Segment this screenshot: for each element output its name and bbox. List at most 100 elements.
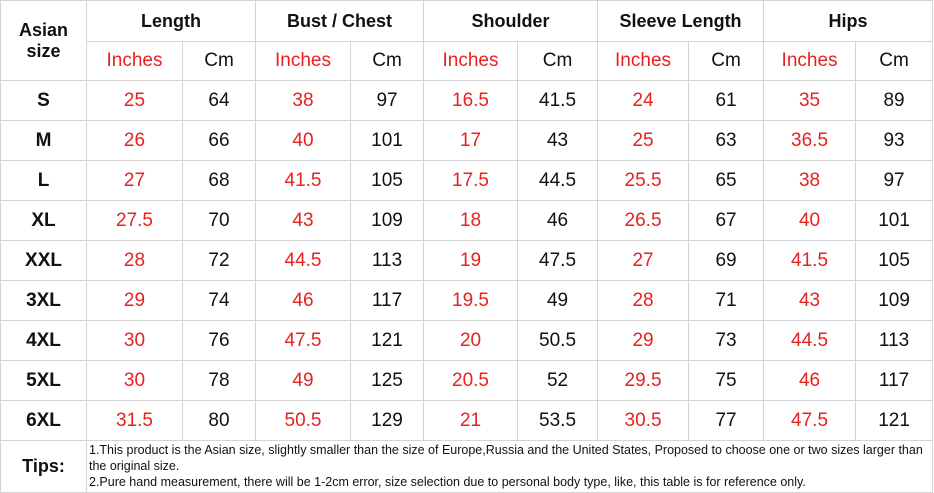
measure-cell: 18 (423, 200, 519, 241)
measure-cell: 75 (688, 360, 765, 401)
size-row: 5XL 30 78 49 125 20.5 52 29.5 75 46 117 (0, 360, 934, 401)
corner-header: Asian size (0, 0, 87, 81)
measure-cell: 53.5 (517, 400, 599, 441)
measure-cell: 26.5 (597, 200, 690, 241)
measure-cell: 47.5 (763, 400, 857, 441)
unit-header: Cm (855, 41, 934, 81)
size-label: S (0, 80, 87, 121)
measure-cell: 20 (423, 320, 519, 361)
measure-cell: 93 (855, 120, 934, 161)
size-label: 5XL (0, 360, 87, 401)
unit-header: Inches (86, 41, 183, 81)
unit-header: Cm (182, 41, 256, 81)
size-label: XL (0, 200, 87, 241)
measure-cell: 41.5 (517, 80, 599, 121)
unit-row: Inches Cm Inches Cm Inches Cm Inches Cm Inches Cm (1, 41, 934, 81)
tip-line: 2.Pure hand measurement, there will be 1… (89, 475, 806, 489)
measure-cell: 28 (86, 240, 183, 281)
measure-cell: 65 (688, 160, 765, 201)
measure-cell: 74 (182, 280, 256, 321)
header-row: Asian size Length Bust / Chest Shoulder Slee… (0, 0, 934, 81)
measure-cell: 101 (855, 200, 934, 241)
measure-cell: 40 (763, 200, 857, 241)
size-row: 4XL 30 76 47.5 121 20 50.5 29 73 44.5 113 (0, 320, 934, 361)
measure-cell: 36.5 (763, 120, 857, 161)
measure-cell: 63 (688, 120, 765, 161)
measure-cell: 25 (86, 80, 183, 121)
measure-cell: 121 (855, 400, 934, 441)
measure-cell: 17.5 (423, 160, 519, 201)
measure-cell: 71 (688, 280, 765, 321)
measure-cell: 46 (255, 280, 351, 321)
measure-cell: 17 (423, 120, 519, 161)
measure-cell: 44.5 (763, 320, 857, 361)
measure-cell: 40 (255, 120, 351, 161)
measure-cell: 29 (597, 320, 690, 361)
size-label: 3XL (0, 280, 87, 321)
measure-cell: 41.5 (255, 160, 351, 201)
size-label: 6XL (0, 400, 87, 441)
measure-cell: 29 (86, 280, 183, 321)
measure-cell: 101 (349, 120, 425, 161)
measure-cell: 44.5 (255, 240, 351, 281)
measure-cell: 43 (517, 120, 599, 161)
unit-header: Cm (688, 41, 765, 81)
measure-cell: 69 (688, 240, 765, 281)
group-header: Bust / Chest (254, 0, 425, 42)
size-row: 6XL 31.5 80 50.5 129 21 53.5 30.5 77 47.5 121 (0, 400, 934, 441)
measure-cell: 31.5 (86, 400, 183, 441)
measure-cell: 97 (855, 160, 934, 201)
measure-cell: 109 (855, 280, 934, 321)
measure-cell: 26 (86, 120, 183, 161)
measure-cell: 76 (182, 320, 256, 361)
measure-cell: 46 (517, 200, 599, 241)
measure-cell: 117 (855, 360, 934, 401)
measure-cell: 44.5 (517, 160, 599, 201)
measure-cell: 72 (182, 240, 256, 281)
size-row: S 25 64 38 97 16.5 41.5 24 61 35 89 (0, 80, 934, 121)
measure-cell: 105 (349, 160, 425, 201)
measure-cell: 64 (182, 80, 256, 121)
measure-cell: 77 (688, 400, 765, 441)
unit-header: Inches (597, 41, 690, 81)
measure-cell: 70 (182, 200, 256, 241)
measure-cell: 68 (182, 160, 256, 201)
unit-header: Cm (349, 41, 425, 81)
measure-cell: 43 (763, 280, 857, 321)
measure-cell: 89 (855, 80, 934, 121)
size-label: M (0, 120, 87, 161)
size-label: XXL (0, 240, 87, 281)
measure-cell: 105 (855, 240, 934, 281)
measure-cell: 20.5 (423, 360, 519, 401)
size-row: 3XL 29 74 46 117 19.5 49 28 71 43 109 (0, 280, 934, 321)
measure-cell: 27 (86, 160, 183, 201)
tip-line: 1.This product is the Asian size, slight… (89, 443, 923, 473)
measure-cell: 50.5 (517, 320, 599, 361)
measure-cell: 121 (349, 320, 425, 361)
group-header: Hips (763, 0, 934, 42)
measure-cell: 35 (763, 80, 857, 121)
measure-cell: 113 (855, 320, 934, 361)
measure-cell: 43 (255, 200, 351, 241)
measure-cell: 19.5 (423, 280, 519, 321)
measure-cell: 29.5 (597, 360, 690, 401)
size-row: L 27 68 41.5 105 17.5 44.5 25.5 65 38 97 (0, 160, 934, 201)
measure-cell: 30 (86, 360, 183, 401)
measure-cell: 28 (597, 280, 690, 321)
measure-cell: 27 (597, 240, 690, 281)
unit-header: Inches (423, 41, 519, 81)
measure-cell: 125 (349, 360, 425, 401)
measure-cell: 24 (597, 80, 690, 121)
measure-cell: 38 (255, 80, 351, 121)
measure-cell: 67 (688, 200, 765, 241)
measure-cell: 46 (763, 360, 857, 401)
unit-header: Inches (763, 41, 857, 81)
group-header: Length (86, 0, 256, 42)
measure-cell: 30 (86, 320, 183, 361)
measure-cell: 117 (349, 280, 425, 321)
measure-cell: 30.5 (597, 400, 690, 441)
measure-cell: 109 (349, 200, 425, 241)
measure-cell: 25 (597, 120, 690, 161)
